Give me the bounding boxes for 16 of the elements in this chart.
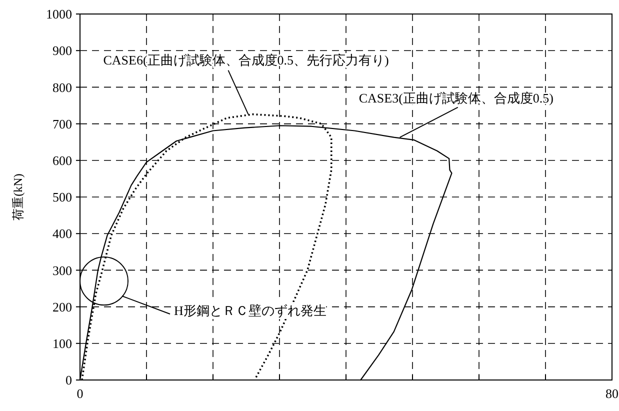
- annotation: H形鋼とＲＣ壁のずれ発生: [174, 303, 326, 318]
- annotation: CASE6(正曲げ試験体、合成度0.5、先行応力有り): [103, 52, 389, 68]
- y-tick-label: 500: [52, 190, 72, 205]
- x-tick-label: 80: [606, 386, 618, 401]
- y-tick-label: 0: [66, 372, 72, 388]
- y-tick-label: 400: [52, 226, 72, 242]
- y-axis-title: 荷重(kN): [11, 174, 25, 220]
- y-tick-label: 100: [52, 336, 72, 351]
- annotation: CASE3(正曲げ試験体、合成度0.5): [358, 90, 554, 106]
- y-tick-label: 900: [52, 43, 72, 58]
- y-tick-label: 1000: [46, 6, 72, 22]
- y-tick-label: 600: [52, 152, 72, 168]
- y-tick-label: 300: [52, 262, 72, 278]
- y-tick-label: 700: [52, 116, 72, 132]
- y-tick-label: 800: [52, 80, 72, 95]
- y-tick-label: 200: [52, 299, 72, 314]
